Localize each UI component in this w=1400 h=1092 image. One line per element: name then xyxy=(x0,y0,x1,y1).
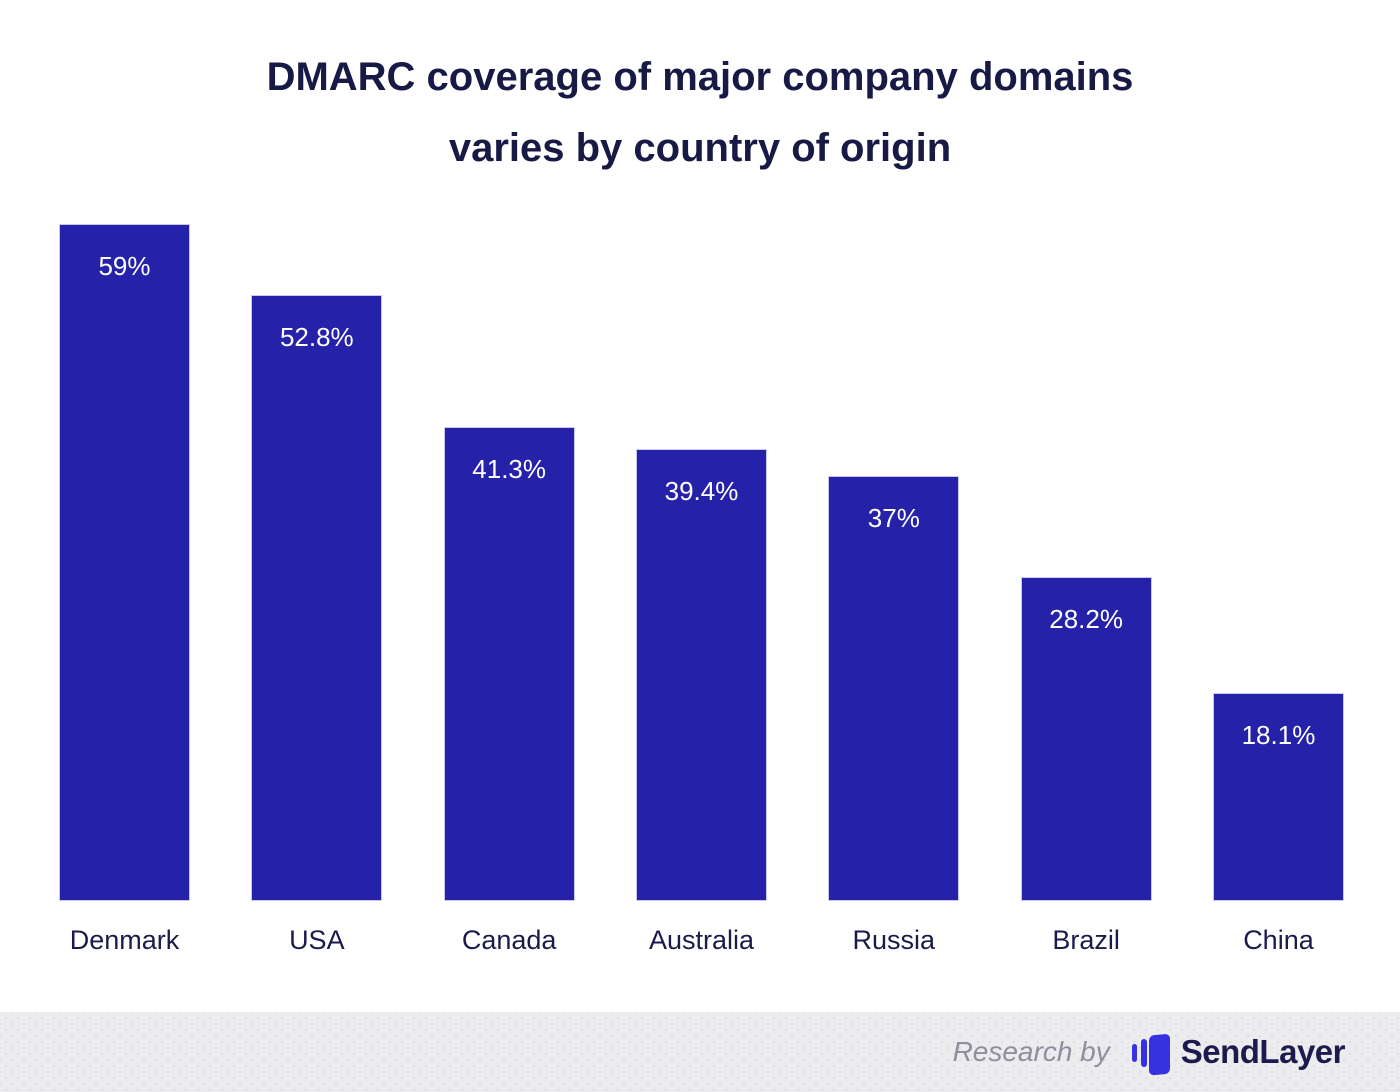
bar-column-australia: 39.4% Australia xyxy=(635,224,767,955)
chart-title-line-2: varies by country of origin xyxy=(448,126,952,170)
bar-denmark: 59% xyxy=(59,224,190,901)
research-by-label: Research by xyxy=(952,1036,1110,1067)
sendlayer-logo-icon xyxy=(1131,1028,1172,1076)
bar-russia: 37% xyxy=(828,476,960,901)
category-label-brazil: Brazil xyxy=(1052,925,1120,955)
category-label-russia: Russia xyxy=(852,925,936,955)
chart-area: 59% Denmark 52.8% USA 41.3% Canada 39.4% Austra… xyxy=(59,224,1344,955)
bar-column-canada: 41.3% Canada xyxy=(443,224,575,955)
bar-australia: 39.4% xyxy=(635,448,767,901)
bar-column-brazil: 28.2% Brazil xyxy=(1020,224,1152,955)
sendlayer-wordmark: SendLayer xyxy=(1180,1033,1346,1070)
chart-title-line-1: DMARC coverage of major company domains xyxy=(266,55,1134,99)
bar-column-denmark: 59% Denmark xyxy=(59,224,190,955)
category-label-denmark: Denmark xyxy=(69,925,180,955)
logo-shapes xyxy=(1131,1034,1170,1076)
bar-value-label-brazil: 28.2% xyxy=(1049,604,1123,635)
bar-value-label-denmark: 59% xyxy=(98,251,151,281)
bar-value-label-australia: 39.4% xyxy=(664,475,739,506)
bar-value-label-russia: 37% xyxy=(867,503,920,534)
category-label-usa: USA xyxy=(289,925,345,955)
bar-brazil: 28.2% xyxy=(1020,577,1152,901)
category-label-australia: Australia xyxy=(648,925,754,955)
bar-column-china: 18.1% China xyxy=(1212,224,1344,955)
footer-bar: Research by SendLayer xyxy=(0,1012,1400,1092)
category-label-china: China xyxy=(1243,925,1314,955)
bar-value-label-usa: 52.8% xyxy=(279,322,354,353)
bar-column-usa: 52.8% USA xyxy=(251,224,383,955)
chart-title: DMARC coverage of major company domains … xyxy=(0,42,1400,184)
bar-china: 18.1% xyxy=(1212,693,1344,901)
bar-usa: 52.8% xyxy=(251,295,383,901)
bar-value-label-china: 18.1% xyxy=(1241,720,1316,751)
category-label-canada: Canada xyxy=(461,925,557,955)
bar-canada: 41.3% xyxy=(443,427,575,901)
bar-value-label-canada: 41.3% xyxy=(472,454,547,485)
bar-column-russia: 37% Russia xyxy=(828,224,960,955)
